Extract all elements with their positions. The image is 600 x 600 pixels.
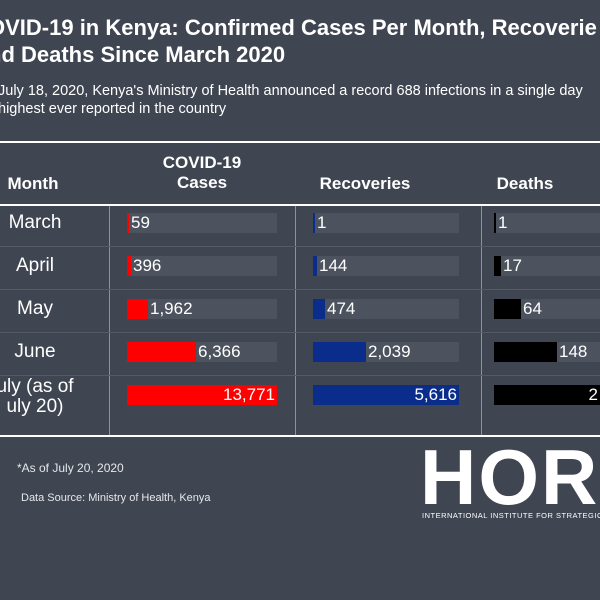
logo-wordmark: HORN bbox=[420, 445, 600, 521]
row-divider bbox=[0, 246, 600, 247]
row-label-month: uly (as of uly 20) bbox=[0, 376, 74, 417]
cases-bar bbox=[127, 342, 196, 362]
data-source: Data Source: Ministry of Health, Kenya bbox=[21, 492, 211, 504]
cases-bar bbox=[127, 299, 148, 319]
recoveries-value-label: 144 bbox=[319, 256, 348, 275]
column-header-month: Month bbox=[7, 174, 59, 193]
cases-bar-track: 6,366 bbox=[127, 342, 277, 362]
recoveries-bar-track: 474 bbox=[313, 299, 459, 319]
recoveries-bar bbox=[313, 256, 317, 276]
row-label-month: April bbox=[15, 255, 54, 276]
cases-bar-track: 396 bbox=[127, 256, 277, 276]
deaths-bar bbox=[494, 213, 496, 233]
cases-value-label: 13,771 bbox=[223, 385, 275, 404]
header-bottom-rule bbox=[0, 204, 600, 206]
deaths-bar-track: 64 bbox=[494, 299, 600, 319]
recoveries-value-label: 474 bbox=[327, 299, 356, 318]
cases-value-label: 59 bbox=[131, 213, 150, 232]
recoveries-bar bbox=[313, 299, 325, 319]
deaths-bar bbox=[494, 256, 501, 276]
recoveries-bar-track: 5,616 bbox=[313, 385, 459, 405]
column-header-cases: COVID-19 Cases bbox=[162, 153, 242, 192]
chart-subtitle: July 18, 2020, Kenya's Ministry of Healt… bbox=[0, 83, 583, 117]
footnote: *As of July 20, 2020 bbox=[17, 461, 124, 475]
table-top-rule bbox=[0, 141, 600, 143]
recoveries-value-label: 2,039 bbox=[368, 342, 411, 361]
column-header-deaths: Deaths bbox=[496, 174, 554, 193]
recoveries-value-label: 1 bbox=[317, 213, 327, 232]
recoveries-bar-track: 2,039 bbox=[313, 342, 459, 362]
deaths-bar-track: 17 bbox=[494, 256, 600, 276]
deaths-bar bbox=[494, 299, 521, 319]
recoveries-bar-track: 1 bbox=[313, 213, 459, 233]
row-divider bbox=[0, 332, 600, 333]
row-divider bbox=[0, 375, 600, 376]
deaths-bar-track: 1 bbox=[494, 213, 600, 233]
deaths-value-label: 1 bbox=[498, 213, 508, 232]
deaths-value-label: 64 bbox=[523, 299, 542, 318]
chart-title: OVID-19 in Kenya: Confirmed Cases Per Mo… bbox=[0, 15, 597, 67]
row-label-month: June bbox=[14, 341, 56, 362]
column-divider-2 bbox=[295, 206, 296, 435]
column-divider-3 bbox=[481, 206, 482, 435]
recoveries-bar bbox=[313, 342, 366, 362]
data-table: Month COVID-19 Cases Recoveries Deaths M… bbox=[0, 141, 600, 437]
cases-bar-track: 59 bbox=[127, 213, 277, 233]
cases-bar bbox=[127, 256, 131, 276]
cases-value-label: 1,962 bbox=[150, 299, 193, 318]
cases-value-label: 396 bbox=[133, 256, 162, 275]
recoveries-bar bbox=[313, 385, 459, 405]
deaths-bar-track: 148 bbox=[494, 342, 600, 362]
logo-tagline: INTERNATIONAL INSTITUTE FOR STRATEGIC S bbox=[422, 511, 600, 520]
table-bottom-rule bbox=[0, 435, 600, 437]
recoveries-value-label: 5,616 bbox=[414, 385, 457, 404]
recoveries-bar bbox=[313, 213, 315, 233]
deaths-bar-track: 2 bbox=[494, 385, 600, 405]
recoveries-bar-track: 144 bbox=[313, 256, 459, 276]
cases-bar bbox=[127, 385, 277, 405]
horn-logo: HORN INTERNATIONAL INSTITUTE FOR STRATEG… bbox=[420, 445, 600, 525]
deaths-value-label: 2 bbox=[588, 385, 598, 404]
cases-bar-track: 13,771 bbox=[127, 385, 277, 405]
cases-bar-track: 1,962 bbox=[127, 299, 277, 319]
deaths-bar bbox=[494, 385, 600, 405]
deaths-value-label: 148 bbox=[559, 342, 588, 361]
row-label-month: May bbox=[17, 298, 53, 319]
cases-value-label: 6,366 bbox=[198, 342, 241, 361]
cases-bar bbox=[127, 213, 129, 233]
deaths-value-label: 17 bbox=[503, 256, 522, 275]
row-divider bbox=[0, 289, 600, 290]
column-divider-1 bbox=[109, 206, 110, 435]
deaths-bar bbox=[494, 342, 557, 362]
column-header-recoveries: Recoveries bbox=[319, 174, 411, 193]
row-label-month: March bbox=[8, 212, 62, 233]
